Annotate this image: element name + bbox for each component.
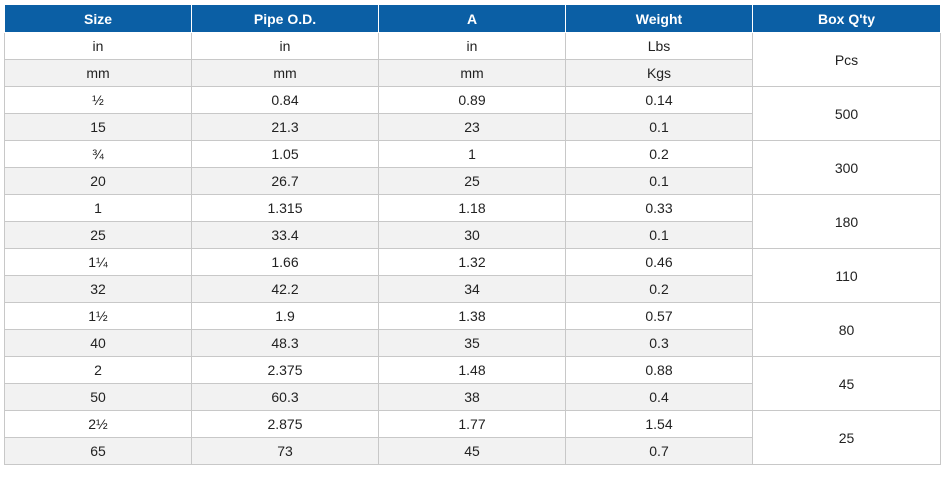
pipe-od-cell: 2.875 (191, 410, 379, 438)
table-row: 2½ 2.875 1.77 1.54 25 (4, 410, 941, 465)
box-qty-cell: 300 (752, 140, 941, 195)
spec-table-container: Size Pipe O.D. A Weight Box Q'ty in in i… (4, 4, 941, 465)
header-pipe-od: Pipe O.D. (191, 4, 379, 33)
size-cell: 20 (4, 167, 192, 195)
a-cell: 1.48 (378, 356, 566, 384)
header-box-qty: Box Q'ty (752, 4, 941, 33)
box-qty-cell: 110 (752, 248, 941, 303)
box-unit-cell: Pcs (752, 32, 941, 87)
weight-cell: 0.57 (565, 302, 753, 330)
size-cell: 1 (4, 194, 192, 222)
a-cell: 45 (378, 437, 566, 465)
size-cell: 50 (4, 383, 192, 411)
weight-cell: 0.2 (565, 140, 753, 168)
unit-row-imperial: in in in Lbs Pcs (4, 32, 941, 87)
a-cell: 38 (378, 383, 566, 411)
pipe-od-cell: 26.7 (191, 167, 379, 195)
table-row: ¾ 1.05 1 0.2 300 (4, 140, 941, 195)
weight-cell: 0.1 (565, 221, 753, 249)
size-cell: ¾ (4, 140, 192, 168)
a-cell: 1 (378, 140, 566, 168)
size-cell: 25 (4, 221, 192, 249)
pipe-od-cell: 1.9 (191, 302, 379, 330)
header-row: Size Pipe O.D. A Weight Box Q'ty (4, 4, 941, 33)
unit-cell: mm (191, 59, 379, 87)
pipe-od-cell: 21.3 (191, 113, 379, 141)
unit-cell: Kgs (565, 59, 753, 87)
table-row: 20 26.7 25 0.1 (4, 167, 941, 195)
weight-cell: 1.54 (565, 410, 753, 438)
size-cell: 40 (4, 329, 192, 357)
header-a: A (378, 4, 566, 33)
table-row: 2 2.375 1.48 0.88 45 (4, 356, 941, 411)
header-weight: Weight (565, 4, 753, 33)
size-cell: 15 (4, 113, 192, 141)
weight-cell: 0.14 (565, 86, 753, 114)
a-cell: 1.32 (378, 248, 566, 276)
size-cell: 65 (4, 437, 192, 465)
size-cell: 2 (4, 356, 192, 384)
box-qty-cell: 25 (752, 410, 941, 465)
a-cell: 23 (378, 113, 566, 141)
box-qty-cell: 80 (752, 302, 941, 357)
pipe-od-cell: 33.4 (191, 221, 379, 249)
weight-cell: 0.1 (565, 167, 753, 195)
weight-cell: 0.3 (565, 329, 753, 357)
a-cell: 30 (378, 221, 566, 249)
unit-cell: in (378, 32, 566, 60)
weight-cell: 0.88 (565, 356, 753, 384)
table-row: 25 33.4 30 0.1 (4, 221, 941, 249)
weight-cell: 0.46 (565, 248, 753, 276)
pipe-od-cell: 1.315 (191, 194, 379, 222)
unit-cell: mm (4, 59, 192, 87)
pipe-od-cell: 2.375 (191, 356, 379, 384)
unit-cell: mm (378, 59, 566, 87)
table-row: 65 73 45 0.7 (4, 437, 941, 465)
weight-cell: 0.7 (565, 437, 753, 465)
table-row: 1 1.315 1.18 0.33 180 (4, 194, 941, 249)
header-size: Size (4, 4, 192, 33)
table-row: 50 60.3 38 0.4 (4, 383, 941, 411)
pipe-od-cell: 0.84 (191, 86, 379, 114)
a-cell: 1.77 (378, 410, 566, 438)
pipe-od-cell: 60.3 (191, 383, 379, 411)
pipe-od-cell: 1.05 (191, 140, 379, 168)
size-cell: 2½ (4, 410, 192, 438)
weight-cell: 0.4 (565, 383, 753, 411)
size-cell: 1½ (4, 302, 192, 330)
table-row: ½ 0.84 0.89 0.14 500 (4, 86, 941, 141)
pipe-od-cell: 48.3 (191, 329, 379, 357)
weight-cell: 0.1 (565, 113, 753, 141)
table-row: 1½ 1.9 1.38 0.57 80 (4, 302, 941, 357)
table-row: 1¼ 1.66 1.32 0.46 110 (4, 248, 941, 303)
a-cell: 25 (378, 167, 566, 195)
table-row: 15 21.3 23 0.1 (4, 113, 941, 141)
unit-cell: Lbs (565, 32, 753, 60)
pipe-od-cell: 42.2 (191, 275, 379, 303)
size-cell: 1¼ (4, 248, 192, 276)
a-cell: 34 (378, 275, 566, 303)
size-cell: 32 (4, 275, 192, 303)
box-qty-cell: 500 (752, 86, 941, 141)
weight-cell: 0.33 (565, 194, 753, 222)
pipe-od-cell: 1.66 (191, 248, 379, 276)
a-cell: 1.18 (378, 194, 566, 222)
a-cell: 0.89 (378, 86, 566, 114)
unit-cell: in (191, 32, 379, 60)
pipe-fitting-spec-table: Size Pipe O.D. A Weight Box Q'ty in in i… (4, 4, 941, 465)
box-qty-cell: 45 (752, 356, 941, 411)
a-cell: 35 (378, 329, 566, 357)
box-qty-cell: 180 (752, 194, 941, 249)
weight-cell: 0.2 (565, 275, 753, 303)
pipe-od-cell: 73 (191, 437, 379, 465)
unit-row-metric: mm mm mm Kgs (4, 59, 941, 87)
size-cell: ½ (4, 86, 192, 114)
unit-cell: in (4, 32, 192, 60)
table-row: 40 48.3 35 0.3 (4, 329, 941, 357)
a-cell: 1.38 (378, 302, 566, 330)
